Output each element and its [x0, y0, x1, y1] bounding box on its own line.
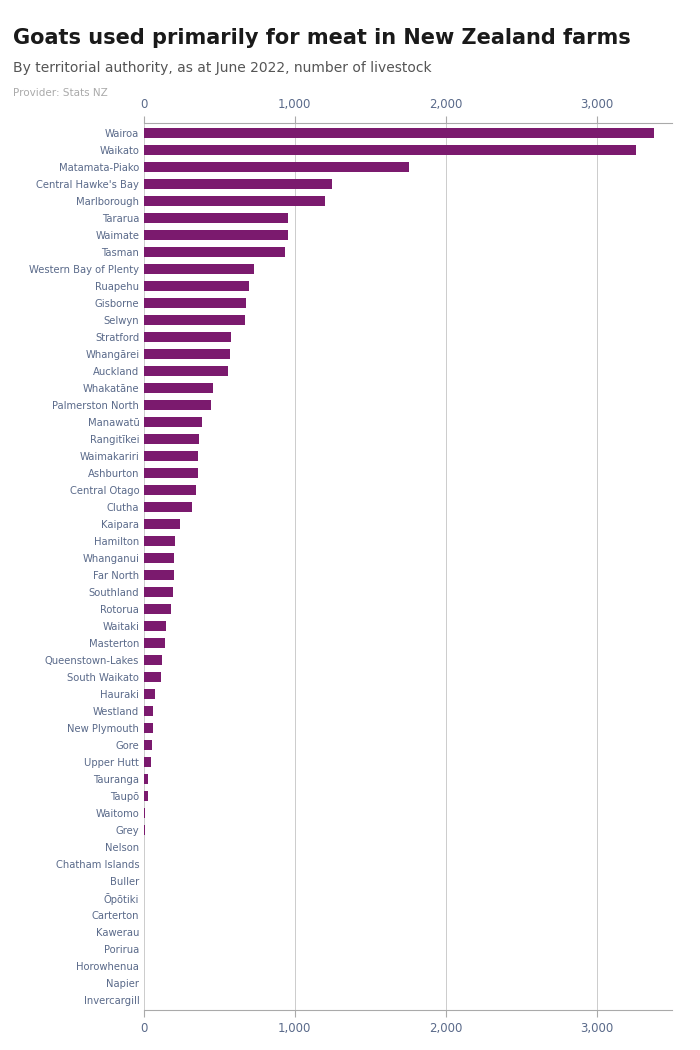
Bar [144, 502, 192, 511]
Bar [144, 774, 148, 783]
Bar [144, 417, 202, 426]
Bar [144, 537, 175, 546]
Text: Provider: Stats NZ: Provider: Stats NZ [13, 88, 107, 99]
Bar [144, 265, 253, 274]
Text: By territorial authority, as at June 2022, number of livestock: By territorial authority, as at June 202… [13, 61, 431, 75]
Bar [144, 655, 162, 665]
Bar [144, 350, 230, 359]
Bar [144, 757, 151, 766]
Bar [144, 672, 161, 681]
Bar [144, 587, 173, 596]
Bar [144, 622, 166, 631]
Bar [144, 180, 332, 189]
Bar [144, 792, 148, 800]
Bar [144, 213, 288, 223]
Bar [144, 468, 198, 478]
Bar [144, 740, 152, 750]
Bar [144, 553, 174, 563]
Bar [144, 163, 410, 172]
Bar [144, 689, 155, 698]
Bar [144, 605, 172, 613]
Bar [144, 248, 286, 256]
Bar [144, 315, 245, 324]
Text: Goats used primarily for meat in New Zealand farms: Goats used primarily for meat in New Zea… [13, 28, 631, 48]
Bar [144, 383, 213, 393]
Bar [144, 145, 636, 154]
Bar [144, 825, 145, 835]
Bar [144, 435, 200, 444]
Bar [144, 281, 249, 291]
Bar [144, 128, 654, 138]
Bar [144, 400, 211, 410]
Bar [144, 298, 246, 308]
Bar [144, 808, 145, 818]
Bar [144, 723, 153, 733]
Bar [144, 333, 231, 341]
Bar [144, 638, 164, 648]
Bar [144, 196, 325, 206]
Bar [144, 452, 198, 461]
Bar [144, 485, 196, 495]
Bar [144, 366, 228, 376]
Text: figure.nz: figure.nz [580, 15, 657, 30]
Bar [144, 707, 153, 716]
Bar [144, 570, 174, 580]
Bar [144, 520, 180, 528]
Bar [144, 230, 288, 239]
